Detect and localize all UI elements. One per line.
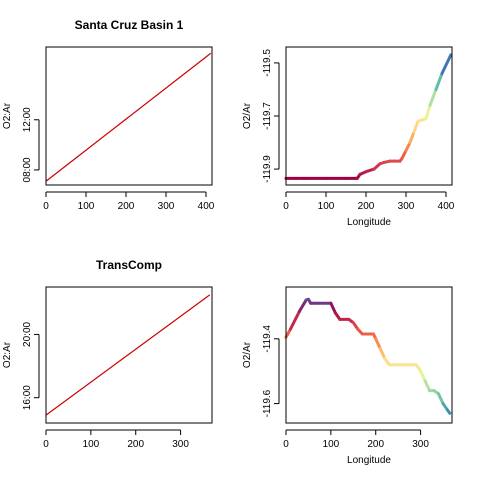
y-tick-label: -119.6 xyxy=(262,389,273,417)
x-tick-label: 100 xyxy=(323,439,340,450)
series-segment xyxy=(378,347,387,360)
x-tick-label: 300 xyxy=(158,201,175,212)
series-segment xyxy=(412,119,420,134)
series-segment xyxy=(284,327,292,339)
y-tick-label: -119.9 xyxy=(262,155,273,183)
plot-box xyxy=(285,46,453,186)
series-segment xyxy=(428,87,438,107)
x-tick-label: 300 xyxy=(412,439,429,450)
chart-title: TransComp xyxy=(96,258,162,272)
y-tick-label: -119.4 xyxy=(262,325,273,353)
series-segment xyxy=(423,379,432,393)
x-tick-label: 400 xyxy=(438,201,455,212)
x-tick-label: 200 xyxy=(118,201,135,212)
x-tick-label: 100 xyxy=(83,439,100,450)
y-tick-label: -119.5 xyxy=(262,49,273,77)
series-segment xyxy=(434,72,444,91)
series-segment xyxy=(424,103,432,121)
plot-box xyxy=(285,286,453,424)
y-tick-label: 12:00 xyxy=(22,107,33,132)
x-tick-label: 100 xyxy=(318,201,335,212)
plot-box xyxy=(45,286,213,424)
y-tick-label: -119.7 xyxy=(262,102,273,130)
y-axis-label: O2:Ar xyxy=(2,341,13,368)
series-segment xyxy=(440,53,453,76)
x-tick-label: 200 xyxy=(358,201,375,212)
chart-panel-p1: 0 100 200 300 400 08:00 12:00 Santa Cruz Basin … xyxy=(2,18,215,212)
y-tick-label: 08:00 xyxy=(22,157,33,182)
y-axis-label: O2/Ar xyxy=(242,102,253,129)
x-tick-label: 0 xyxy=(283,439,289,450)
x-tick-label: 0 xyxy=(43,201,49,212)
series-segment xyxy=(437,392,445,406)
series-line xyxy=(45,52,212,182)
x-axis-label: Longitude xyxy=(347,217,391,228)
y-tick-label: 16:00 xyxy=(22,385,33,410)
x-tick-label: 400 xyxy=(198,201,215,212)
x-tick-label: 300 xyxy=(172,439,189,450)
series-segment xyxy=(297,298,308,313)
plot-box xyxy=(45,46,213,186)
y-tick-label: 20:00 xyxy=(22,321,33,346)
series-segment xyxy=(408,130,416,145)
series-segment xyxy=(419,369,427,383)
x-axis-label: Longitude xyxy=(347,455,391,466)
x-tick-label: 0 xyxy=(43,439,49,450)
y-axis-label: O2:Ar xyxy=(2,102,13,129)
chart-title: Santa Cruz Basin 1 xyxy=(75,18,184,32)
series-line xyxy=(45,294,211,416)
x-tick-label: 0 xyxy=(283,201,289,212)
x-tick-label: 200 xyxy=(127,439,144,450)
series-segment xyxy=(288,309,301,331)
series-segment xyxy=(329,301,337,315)
series-segment xyxy=(446,408,452,415)
series-segment xyxy=(374,337,382,351)
x-tick-label: 200 xyxy=(367,439,384,450)
y-axis-label: O2/Ar xyxy=(242,341,253,368)
x-tick-label: 100 xyxy=(78,201,95,212)
x-tick-label: 300 xyxy=(398,201,415,212)
chart-panel-p3: 0 100 200 300 16:00 20:00 TransComp O2:Ar xyxy=(2,258,213,450)
chart-panel-p2: 0 100 200 300 400 -119.9 -119.7 -119.5 Longitude… xyxy=(242,46,455,228)
chart-panel-p4: 0 100 200 300 -119.6 -119.4 Longitude O2/Ar xyxy=(242,286,453,466)
